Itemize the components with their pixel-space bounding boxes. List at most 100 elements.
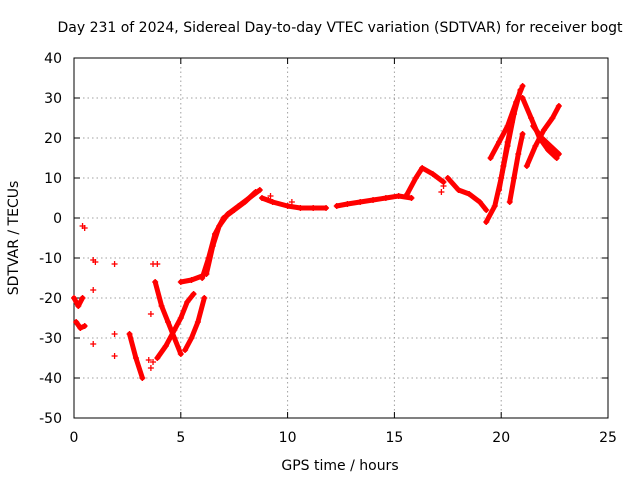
- y-tick-label: -30: [39, 331, 62, 347]
- series-point: [77, 325, 84, 331]
- x-tick-label: 5: [176, 430, 185, 446]
- series-point: [177, 279, 184, 285]
- series-point: [310, 205, 317, 211]
- series-point: [530, 123, 537, 129]
- series-point: [132, 355, 139, 361]
- series-point: [199, 273, 206, 279]
- y-tick-label: 40: [44, 51, 62, 67]
- series-point: [224, 211, 231, 217]
- series-track-5: [154, 291, 197, 361]
- series-point: [504, 123, 511, 129]
- scatter-point: [90, 287, 97, 293]
- series-point: [419, 165, 426, 171]
- series-point: [188, 335, 195, 341]
- series-point: [152, 279, 159, 285]
- series-point: [429, 171, 436, 177]
- x-axis-label: GPS time / hours: [281, 458, 398, 474]
- series-point: [241, 199, 248, 205]
- series-point: [444, 175, 451, 181]
- series-track-12: [404, 165, 446, 197]
- scatter-point: [111, 353, 118, 359]
- scatter-point: [440, 183, 447, 189]
- plot-frame: [73, 57, 609, 419]
- series-point: [184, 299, 191, 305]
- scatter-point: [288, 199, 295, 205]
- y-tick-label: 10: [44, 171, 62, 187]
- y-tick-label: -10: [39, 251, 62, 267]
- series-point: [487, 155, 494, 161]
- series-point: [75, 303, 82, 309]
- series-point: [496, 187, 503, 193]
- data-series: [71, 83, 562, 381]
- scatter-point: [154, 261, 161, 267]
- series-point: [528, 115, 535, 121]
- series-point: [395, 193, 402, 199]
- scatter-point: [147, 311, 154, 317]
- series-track-16: [507, 131, 526, 205]
- scatter-point: [265, 197, 272, 203]
- grid-lines: [74, 58, 608, 418]
- series-point: [162, 343, 169, 349]
- chart-title: Day 231 of 2024, Sidereal Day-to-day VTE…: [57, 20, 623, 36]
- series-point: [519, 95, 526, 101]
- series-point: [491, 203, 498, 209]
- series-point: [203, 271, 210, 277]
- series-point: [190, 291, 197, 297]
- series-point: [164, 319, 171, 325]
- series-point: [256, 187, 263, 193]
- series-point: [404, 191, 411, 197]
- x-axis-ticks: 0 5 10 15 20 25: [70, 58, 617, 446]
- series-point: [211, 231, 218, 237]
- x-tick-label: 0: [70, 430, 79, 446]
- series-point: [297, 205, 304, 211]
- series-point: [71, 295, 77, 301]
- series-point: [194, 319, 201, 325]
- scatter-point: [267, 193, 274, 199]
- x-tick-label: 10: [279, 430, 297, 446]
- scatter-point: [438, 189, 445, 195]
- series-point: [511, 175, 518, 181]
- y-axis-ticks: -50 -40 -30 -20 -10 0 10 20 30 40: [39, 51, 608, 427]
- series-point: [344, 201, 351, 207]
- series-point: [252, 189, 259, 195]
- series-point: [258, 195, 265, 201]
- series-point: [515, 151, 522, 157]
- x-tick-label: 15: [385, 430, 403, 446]
- series-point: [216, 223, 223, 229]
- series-track-20: [530, 123, 562, 157]
- scatter-point: [145, 357, 152, 363]
- series-point: [532, 143, 539, 149]
- scatter-point: [92, 259, 99, 265]
- series-point: [79, 295, 86, 301]
- series-point: [182, 347, 189, 353]
- series-point: [126, 331, 133, 337]
- series-point: [540, 127, 547, 133]
- series-point: [231, 207, 238, 213]
- y-tick-label: 20: [44, 131, 62, 147]
- series-point: [496, 139, 503, 145]
- series-point: [466, 191, 473, 197]
- series-point: [73, 319, 80, 325]
- series-point: [201, 295, 208, 301]
- series-point: [357, 199, 364, 205]
- series-point: [412, 175, 419, 181]
- series-track-10: [259, 195, 329, 211]
- scatter-point: [111, 331, 118, 337]
- series-point: [209, 243, 216, 249]
- series-track-6: [182, 295, 207, 353]
- series-point: [523, 163, 530, 169]
- series-point: [171, 327, 178, 333]
- series-point: [177, 351, 184, 357]
- series-point: [545, 147, 552, 153]
- series-point: [81, 323, 88, 329]
- series-point: [513, 99, 520, 105]
- series-point: [547, 143, 554, 149]
- series-point: [370, 197, 377, 203]
- series-point: [506, 199, 513, 205]
- scatter-point: [111, 261, 118, 267]
- y-tick-label: 30: [44, 91, 62, 107]
- series-point: [171, 335, 178, 341]
- series-point: [284, 203, 291, 209]
- series-point: [508, 119, 515, 125]
